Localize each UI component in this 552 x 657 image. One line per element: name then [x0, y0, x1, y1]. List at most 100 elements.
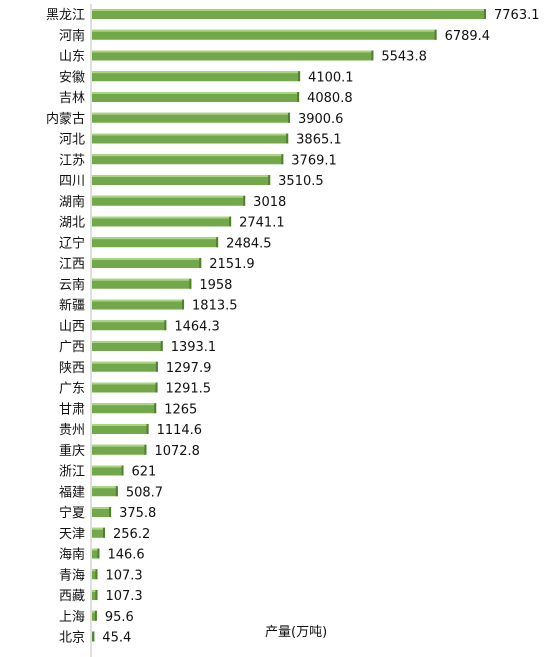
bar — [92, 361, 158, 372]
category-label: 宁夏 — [59, 505, 85, 521]
bar-end-shade — [434, 29, 437, 40]
bar-body — [92, 299, 185, 310]
bar-end-shade — [95, 590, 98, 600]
bar — [92, 320, 167, 331]
bar-end-shade — [216, 237, 219, 248]
value-label: 2741.1 — [239, 216, 285, 231]
value-label: 45.4 — [102, 631, 131, 646]
value-label: 621 — [132, 465, 157, 480]
category-label: 四川 — [59, 174, 85, 189]
bar-top-highlight — [92, 320, 167, 323]
value-label: 4100.1 — [308, 70, 354, 85]
bar — [92, 71, 301, 82]
bar-body — [92, 548, 100, 559]
bar-end-shade — [92, 631, 95, 642]
category-label: 江苏 — [59, 152, 85, 168]
bar — [92, 299, 185, 310]
bar — [92, 424, 149, 434]
bar-end-shade — [281, 154, 284, 165]
category-label: 青海 — [59, 568, 85, 583]
bar-body — [92, 569, 98, 580]
bar-top-highlight — [92, 9, 486, 11]
bar — [92, 465, 124, 476]
category-label: 吉林 — [59, 91, 85, 106]
bar-top-highlight — [92, 133, 289, 136]
value-label: 2484.5 — [226, 236, 272, 251]
category-label: 湖北 — [59, 216, 85, 231]
bar-body — [92, 465, 124, 476]
bar-body — [92, 424, 149, 434]
bar-end-shade — [94, 610, 97, 621]
value-label: 1464.3 — [174, 319, 220, 334]
bar-top-highlight — [92, 341, 163, 343]
value-label: 1114.6 — [157, 423, 203, 438]
bar-top-highlight — [92, 237, 219, 240]
bar-body — [92, 112, 290, 123]
value-label: 1072.8 — [154, 444, 200, 459]
bar-body — [92, 175, 271, 185]
bar-body — [92, 237, 219, 248]
bar-end-shade — [182, 299, 185, 310]
value-label: 1265 — [164, 402, 197, 417]
category-label: 福建 — [59, 485, 85, 500]
category-label: 天津 — [59, 527, 85, 542]
category-label: 甘肃 — [59, 402, 85, 417]
bar-body — [92, 507, 112, 517]
bar-end-shade — [297, 92, 300, 102]
bar-end-shade — [298, 71, 301, 82]
bar-end-shade — [103, 527, 106, 538]
bar-end-shade — [95, 569, 98, 580]
value-label: 3900.6 — [298, 112, 344, 127]
category-label: 云南 — [59, 277, 85, 293]
bar-end-shade — [268, 175, 271, 185]
value-label: 2151.9 — [209, 257, 255, 272]
value-label: 1393.1 — [171, 340, 217, 355]
value-label: 95.6 — [105, 610, 134, 625]
bar-top-highlight — [92, 548, 100, 551]
bar-end-shade — [243, 195, 246, 206]
value-label: 107.3 — [105, 568, 142, 583]
value-label: 375.8 — [119, 506, 156, 521]
bar — [92, 175, 271, 185]
bar — [92, 216, 232, 227]
bar-top-highlight — [92, 258, 202, 260]
bar-body — [92, 341, 163, 351]
category-label: 西藏 — [59, 589, 85, 604]
bar — [92, 631, 95, 642]
category-label: 内蒙古 — [46, 111, 85, 127]
bar-top-highlight — [92, 361, 158, 364]
value-label: 3510.5 — [278, 174, 324, 189]
bar-end-shade — [146, 424, 149, 434]
bar-top-highlight — [92, 154, 284, 157]
bar — [92, 610, 97, 621]
category-label: 广西 — [59, 340, 85, 355]
bar-top-highlight — [92, 299, 185, 302]
bar-end-shade — [121, 465, 124, 476]
bar — [92, 237, 219, 248]
bar-body — [92, 154, 284, 165]
bar-top-highlight — [92, 29, 437, 32]
bar-body — [92, 320, 167, 331]
value-label: 5543.8 — [381, 50, 427, 65]
value-label: 3769.1 — [291, 153, 337, 168]
bar-top-highlight — [92, 507, 112, 509]
unit-label: 产量(万吨) — [265, 625, 328, 640]
bar-top-highlight — [92, 610, 97, 613]
value-label: 1958 — [199, 278, 232, 293]
bar — [92, 341, 163, 351]
bar-body — [92, 258, 202, 268]
bar-top-highlight — [92, 465, 124, 468]
bar — [92, 486, 118, 497]
value-label: 3865.1 — [296, 133, 342, 148]
bar — [92, 444, 147, 455]
bar-top-highlight — [92, 50, 374, 53]
category-label: 湖南 — [59, 194, 85, 210]
bar-end-shade — [199, 258, 202, 268]
category-label: 海南 — [59, 547, 85, 563]
bar-top-highlight — [92, 382, 158, 385]
value-label: 256.2 — [113, 527, 150, 542]
bar-end-shade — [286, 133, 289, 144]
value-label: 508.7 — [126, 485, 163, 500]
